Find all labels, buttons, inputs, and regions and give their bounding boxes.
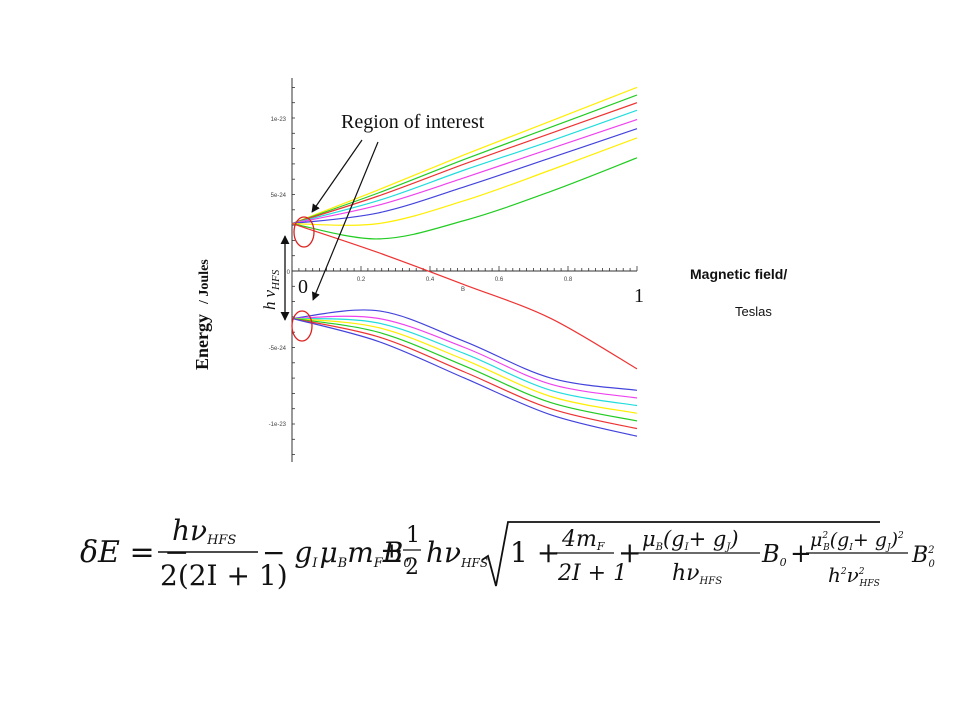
energy-level-curve bbox=[291, 128, 638, 225]
energy-level-curve bbox=[291, 315, 638, 399]
y-axis-title: Energy/ Joules bbox=[192, 259, 212, 370]
energy-level-curve bbox=[291, 309, 638, 391]
energy-level-curve bbox=[291, 317, 638, 437]
equation-frac3-num: μB(gI+ gJ) bbox=[642, 527, 739, 553]
region-ellipse-upper bbox=[293, 216, 315, 248]
equation-frac2-den: 2I + 1 bbox=[557, 561, 627, 586]
equation-b0-squared: B2 0 bbox=[911, 543, 936, 570]
hfs-splitting-label: hνHFS bbox=[260, 269, 282, 310]
equation-frac1-num: hνHFS bbox=[172, 514, 236, 548]
callout-label: Region of interest bbox=[341, 111, 485, 133]
y-tick-label: 5e-24 bbox=[271, 193, 287, 199]
equation-frac3-den: hνHFS bbox=[672, 561, 722, 587]
energy-level-curve bbox=[291, 317, 638, 422]
equation-frac4-den: h2ν2 HFS bbox=[828, 563, 880, 589]
x-tick-label: 0.6 bbox=[495, 277, 504, 283]
energy-level-curve bbox=[291, 317, 638, 430]
equation-b0: B0 bbox=[761, 540, 787, 569]
equation-half-num: 1 bbox=[406, 523, 420, 548]
energy-level-curve bbox=[291, 109, 638, 225]
region-ellipse-lower bbox=[291, 310, 313, 342]
energy-level-curve bbox=[291, 223, 638, 370]
callout-arrow-lower bbox=[311, 141, 379, 301]
equation-frac4-num: μ2 B(gI+ gJ)2 bbox=[810, 529, 904, 553]
energy-level-curves bbox=[291, 86, 638, 437]
x-axis-zero-label: 0 bbox=[298, 276, 308, 298]
energy-level-curve bbox=[291, 86, 638, 225]
energy-level-curve bbox=[291, 94, 638, 225]
x-axis-title: Magnetic field/ bbox=[690, 266, 787, 282]
equation-one-plus: 1 + bbox=[510, 536, 560, 569]
x-tick-label: 0.2 bbox=[357, 277, 366, 283]
x-axis-small-name: B bbox=[461, 287, 465, 293]
equation-term2: − gIμBmFB0 bbox=[262, 536, 412, 571]
callout-arrow-upper bbox=[311, 139, 363, 213]
x-axis-one-label: 1 bbox=[634, 285, 644, 307]
y-tick-label: 0 bbox=[287, 270, 291, 276]
equation-frac2-num: 4mF bbox=[561, 527, 605, 553]
equation-plus-a: + bbox=[618, 536, 641, 569]
equation-hnu: hνHFS bbox=[426, 536, 488, 570]
x-tick-label: 0.8 bbox=[564, 277, 573, 283]
y-tick-label: -5e-24 bbox=[269, 346, 287, 352]
hyperfine-equation: δE = − hνHFS 2(2I + 1) − gIμBmFB0 ± 1 2 … bbox=[80, 514, 936, 592]
equation-plus-b: + bbox=[790, 539, 812, 569]
x-axis-unit: Teslas bbox=[735, 304, 772, 319]
y-tick-label: 1e-23 bbox=[271, 117, 287, 123]
energy-level-curve bbox=[291, 317, 638, 414]
equation-pm: ± bbox=[380, 536, 403, 569]
plot-axes bbox=[291, 78, 638, 462]
energy-level-curve bbox=[291, 317, 638, 407]
energy-level-curve bbox=[291, 137, 638, 226]
y-tick-label: -1e-23 bbox=[269, 422, 287, 428]
x-tick-labels: 0.2 0.4 0.6 0.8 B bbox=[357, 277, 573, 293]
equation-half-den: 2 bbox=[405, 555, 419, 580]
equation-frac1-den: 2(2I + 1) bbox=[160, 559, 288, 592]
energy-level-curve bbox=[291, 102, 638, 225]
x-tick-label: 0.4 bbox=[426, 277, 435, 283]
equation-sqrt-sign bbox=[481, 521, 880, 587]
x-axis-minor-ticks bbox=[291, 266, 638, 271]
energy-level-curve bbox=[291, 157, 638, 240]
